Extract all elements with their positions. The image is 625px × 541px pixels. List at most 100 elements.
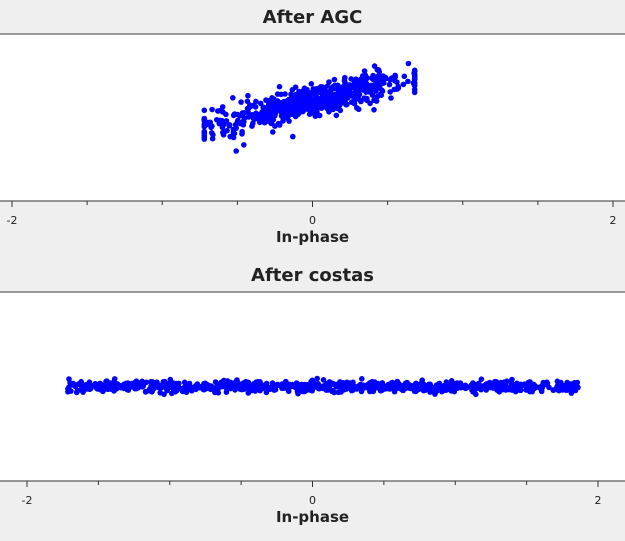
scatter-point xyxy=(262,109,269,115)
scatter-point xyxy=(280,118,286,124)
scatter-point xyxy=(267,105,274,111)
scatter-point xyxy=(368,87,374,93)
scatter-point xyxy=(386,81,393,88)
scatter-point xyxy=(411,70,417,76)
x-tick-label: 2 xyxy=(610,214,617,227)
scatter-point xyxy=(220,109,226,115)
scatter-point xyxy=(481,385,488,391)
scatter-point xyxy=(303,387,309,394)
scatter-point xyxy=(353,79,360,86)
scatter-point xyxy=(377,85,383,91)
scatter-point xyxy=(337,107,344,114)
scatter-point xyxy=(168,382,175,389)
scatter-point xyxy=(238,99,244,105)
scatter-point xyxy=(222,379,229,385)
scatter-point xyxy=(94,386,101,392)
scatter-point xyxy=(371,107,377,113)
scatter-point xyxy=(567,382,573,389)
scatter-point xyxy=(240,384,247,391)
scatter-point xyxy=(271,96,277,102)
scatter-point xyxy=(309,377,316,384)
scatter-point xyxy=(145,388,152,394)
scatter-point xyxy=(358,98,364,104)
scatter-point xyxy=(230,126,237,133)
scatter-point xyxy=(209,106,215,113)
scatter-point xyxy=(303,382,310,388)
scatter-point xyxy=(258,110,265,117)
scatter-point xyxy=(276,83,283,90)
scatter-point xyxy=(405,78,411,85)
x-axis-ticks: -2 0 2 xyxy=(7,201,617,227)
scatter-point xyxy=(394,79,400,85)
scatter-point xyxy=(271,104,278,111)
scatter-point xyxy=(340,383,347,390)
scatter-point xyxy=(140,382,147,389)
scatter-point xyxy=(67,380,73,386)
scatter-point xyxy=(284,100,291,107)
scatter-point xyxy=(333,97,340,104)
scatter-point xyxy=(224,127,230,134)
scatter-point xyxy=(290,382,297,389)
scatter-point xyxy=(421,383,428,390)
scatter-point xyxy=(311,96,318,102)
panel-after-costas: After costas -2 0 2 In-phase xyxy=(0,265,625,526)
scatter-point xyxy=(402,382,408,389)
scatter-point xyxy=(282,91,288,97)
scatter-points xyxy=(201,60,418,154)
scatter-point xyxy=(439,388,445,395)
scatter-point xyxy=(519,382,526,389)
scatter-point xyxy=(268,116,275,122)
scatter-point xyxy=(157,385,164,391)
scatter-point xyxy=(274,91,281,97)
x-tick-label: 2 xyxy=(595,494,602,507)
scatter-point xyxy=(116,382,122,389)
scatter-point xyxy=(322,87,329,94)
scatter-point xyxy=(340,97,346,104)
scatter-point xyxy=(452,384,459,390)
scatter-point xyxy=(419,377,426,384)
x-tick-label: 0 xyxy=(309,214,316,227)
scatter-point xyxy=(349,91,356,97)
scatter-point xyxy=(478,376,485,383)
scatter-point xyxy=(252,104,259,110)
scatter-point xyxy=(332,382,338,388)
chart-title: After costas xyxy=(251,265,374,286)
scatter-point xyxy=(303,102,310,109)
scatter-point xyxy=(320,383,326,390)
scatter-point xyxy=(332,82,338,89)
scatter-point xyxy=(540,379,547,386)
scatter-point xyxy=(173,385,180,392)
scatter-point xyxy=(372,382,378,389)
scatter-point xyxy=(262,105,269,111)
scatter-point xyxy=(289,87,296,93)
scatter-point xyxy=(387,89,394,95)
scatter-point xyxy=(312,88,318,95)
scatter-point xyxy=(336,92,343,98)
scatter-point xyxy=(359,376,365,382)
scatter-point xyxy=(153,379,159,386)
scatter-point xyxy=(65,389,71,395)
x-tick-label: -2 xyxy=(22,494,33,507)
scatter-point xyxy=(324,83,331,89)
scatter-point xyxy=(301,85,308,91)
scatter-point xyxy=(531,384,538,390)
scatter-point xyxy=(230,95,236,101)
scatter-points xyxy=(65,375,581,398)
scatter-point xyxy=(411,82,418,89)
scatter-point xyxy=(265,385,272,391)
scatter-point xyxy=(373,88,379,94)
scatter-point xyxy=(296,106,303,113)
scatter-point xyxy=(73,389,80,396)
scatter-point xyxy=(341,83,347,89)
scatter-point xyxy=(371,97,377,103)
scatter-point xyxy=(288,107,295,114)
scatter-point xyxy=(412,380,419,387)
x-axis-ticks: -2 0 2 xyxy=(22,481,602,507)
scatter-point xyxy=(358,386,365,392)
scatter-point xyxy=(227,133,233,140)
scatter-point xyxy=(501,379,508,385)
scatter-point xyxy=(269,385,276,392)
scatter-point xyxy=(283,109,289,116)
scatter-point xyxy=(201,128,208,135)
